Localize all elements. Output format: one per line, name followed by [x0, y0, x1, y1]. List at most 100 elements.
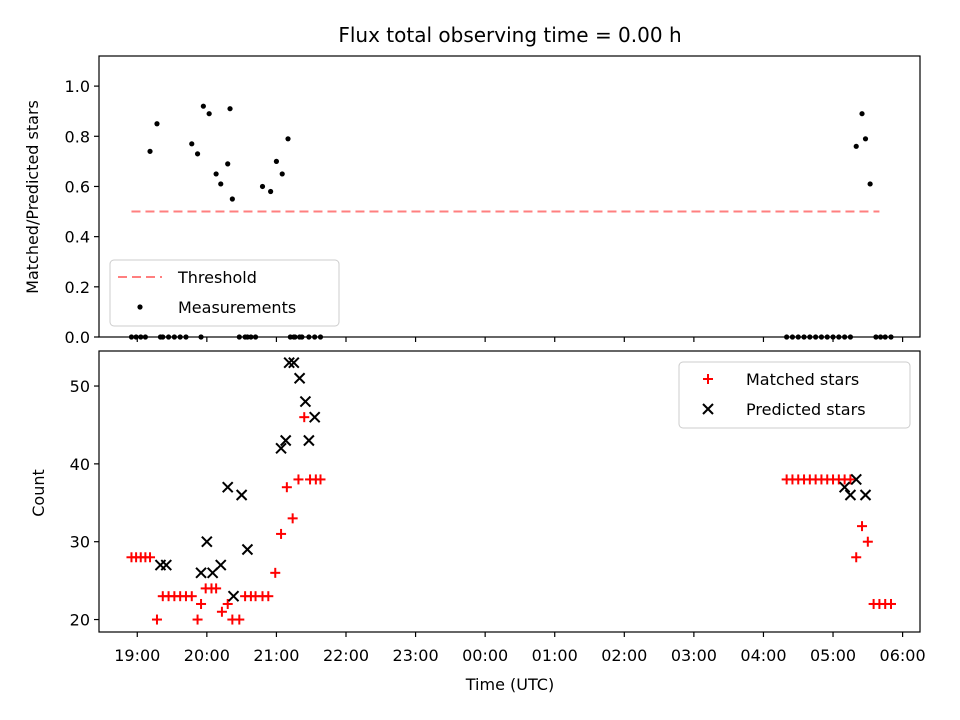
matched-star-point [222, 598, 233, 609]
measurement-point [154, 121, 160, 127]
matched-star-point [857, 521, 868, 532]
measurement-point [859, 111, 865, 117]
predicted-star-stroke-b [293, 372, 306, 384]
predicted-star-point [241, 543, 254, 556]
matched-star-point [886, 598, 897, 609]
matched-star-point [281, 482, 292, 493]
predicted-star-point [303, 434, 315, 447]
x-tick-label: 20:00 [184, 646, 230, 665]
bottom-ytick-label: 40 [70, 455, 90, 474]
bottom-frame [98, 350, 921, 633]
predicted-star-point [201, 535, 213, 548]
measurement-point [177, 334, 183, 340]
predicted-star-stroke-b [195, 567, 207, 579]
predicted-star-point [235, 489, 248, 501]
measurement-point [198, 334, 204, 340]
top-y-axis-label: Matched/Predicted stars [23, 100, 42, 294]
measurement-point [873, 334, 879, 340]
predicted-star-point [160, 559, 172, 571]
bottom-legend: Matched stars Predicted stars [678, 361, 911, 429]
predicted-star-point [222, 481, 234, 493]
predicted-star-stroke-b [215, 559, 227, 571]
predicted-star-stroke-b [850, 473, 862, 486]
measurement-point [882, 334, 888, 340]
measurement-point [784, 334, 790, 340]
predicted-star-stroke-b [859, 489, 872, 501]
predicted-star-stroke-b [283, 356, 295, 369]
matched-star-point [151, 614, 162, 625]
matched-star-point [234, 614, 245, 625]
measurement-point [818, 334, 825, 340]
x-tick-label: 01:00 [532, 646, 578, 665]
matched-star-point [196, 598, 207, 609]
measurement-point [244, 334, 251, 340]
matched-star-point [211, 583, 222, 594]
predicted-star-point [283, 356, 295, 369]
measurement-point [830, 334, 836, 340]
measurement-point [138, 334, 144, 340]
predicted-star-stroke-b [303, 434, 315, 447]
legend-measurements-label: Measurements [178, 298, 296, 317]
measurement-point [306, 334, 312, 340]
predicted-star-point [844, 489, 857, 501]
bottom-legend-box [678, 361, 911, 429]
x-tick-label: 02:00 [601, 646, 647, 665]
top-ytick-label: 1.0 [65, 77, 90, 96]
x-tick-label: 00:00 [462, 646, 508, 665]
predicted-star-point [227, 590, 240, 602]
measurement-point [312, 334, 318, 340]
measurement-point [142, 334, 148, 340]
measurement-point [147, 148, 153, 154]
measurement-point [273, 158, 280, 164]
predicted-star-stroke-b [288, 356, 300, 369]
legend-predicted-swatch-b [702, 403, 714, 415]
measurement-point [291, 334, 297, 340]
bottom-ytick-label: 30 [70, 533, 90, 552]
measurement-point [877, 334, 884, 340]
matched-star-point [276, 528, 287, 539]
measurement-point [285, 136, 291, 142]
predicted-star-stroke-b [227, 590, 240, 602]
measurement-point [252, 334, 259, 340]
top-legend: Threshold Measurements [109, 259, 340, 327]
top-ytick-label: 0.4 [65, 228, 90, 247]
predicted-star-point [275, 442, 287, 455]
top-ytick-label: 0.6 [65, 177, 90, 196]
top-frame [98, 55, 921, 338]
measurement-point [227, 106, 233, 112]
measurement-point [888, 334, 894, 340]
predicted-star-stroke-b [241, 543, 254, 556]
x-tick-label: 03:00 [671, 646, 717, 665]
top-legend-box [109, 259, 340, 327]
measurement-point [183, 334, 189, 340]
predicted-star-stroke-b [201, 535, 213, 548]
x-tick-label: 22:00 [323, 646, 369, 665]
predicted-star-stroke-b [222, 481, 234, 493]
measurement-point [268, 188, 274, 195]
x-tick-label: 04:00 [740, 646, 786, 665]
measurement-point [259, 183, 266, 190]
measurement-point [160, 334, 166, 340]
matched-star-point [315, 474, 326, 485]
measurement-point [842, 334, 848, 340]
measurement-point [133, 334, 139, 340]
measurement-point [824, 334, 830, 340]
x-axis-label: Time (UTC) [465, 675, 554, 694]
legend-threshold-label: Threshold [177, 268, 257, 287]
measurement-point [236, 334, 242, 340]
bottom-y-axis-label: Count [29, 469, 48, 517]
top-ytick-label: 0.0 [65, 328, 90, 347]
predicted-star-point [850, 473, 862, 486]
measurement-point [867, 181, 873, 187]
matched-star-point [287, 513, 298, 524]
measurement-point [807, 334, 813, 340]
measurement-point [317, 334, 324, 340]
predicted-star-stroke-b [838, 481, 851, 493]
matched-star-point [186, 591, 197, 602]
predicted-star-point [299, 395, 312, 408]
predicted-star-stroke-b [160, 559, 172, 571]
measurement-point [171, 334, 177, 340]
predicted-star-point [838, 481, 851, 493]
chart-title: Flux total observing time = 0.00 h [338, 23, 681, 47]
x-tick-label: 06:00 [880, 646, 926, 665]
